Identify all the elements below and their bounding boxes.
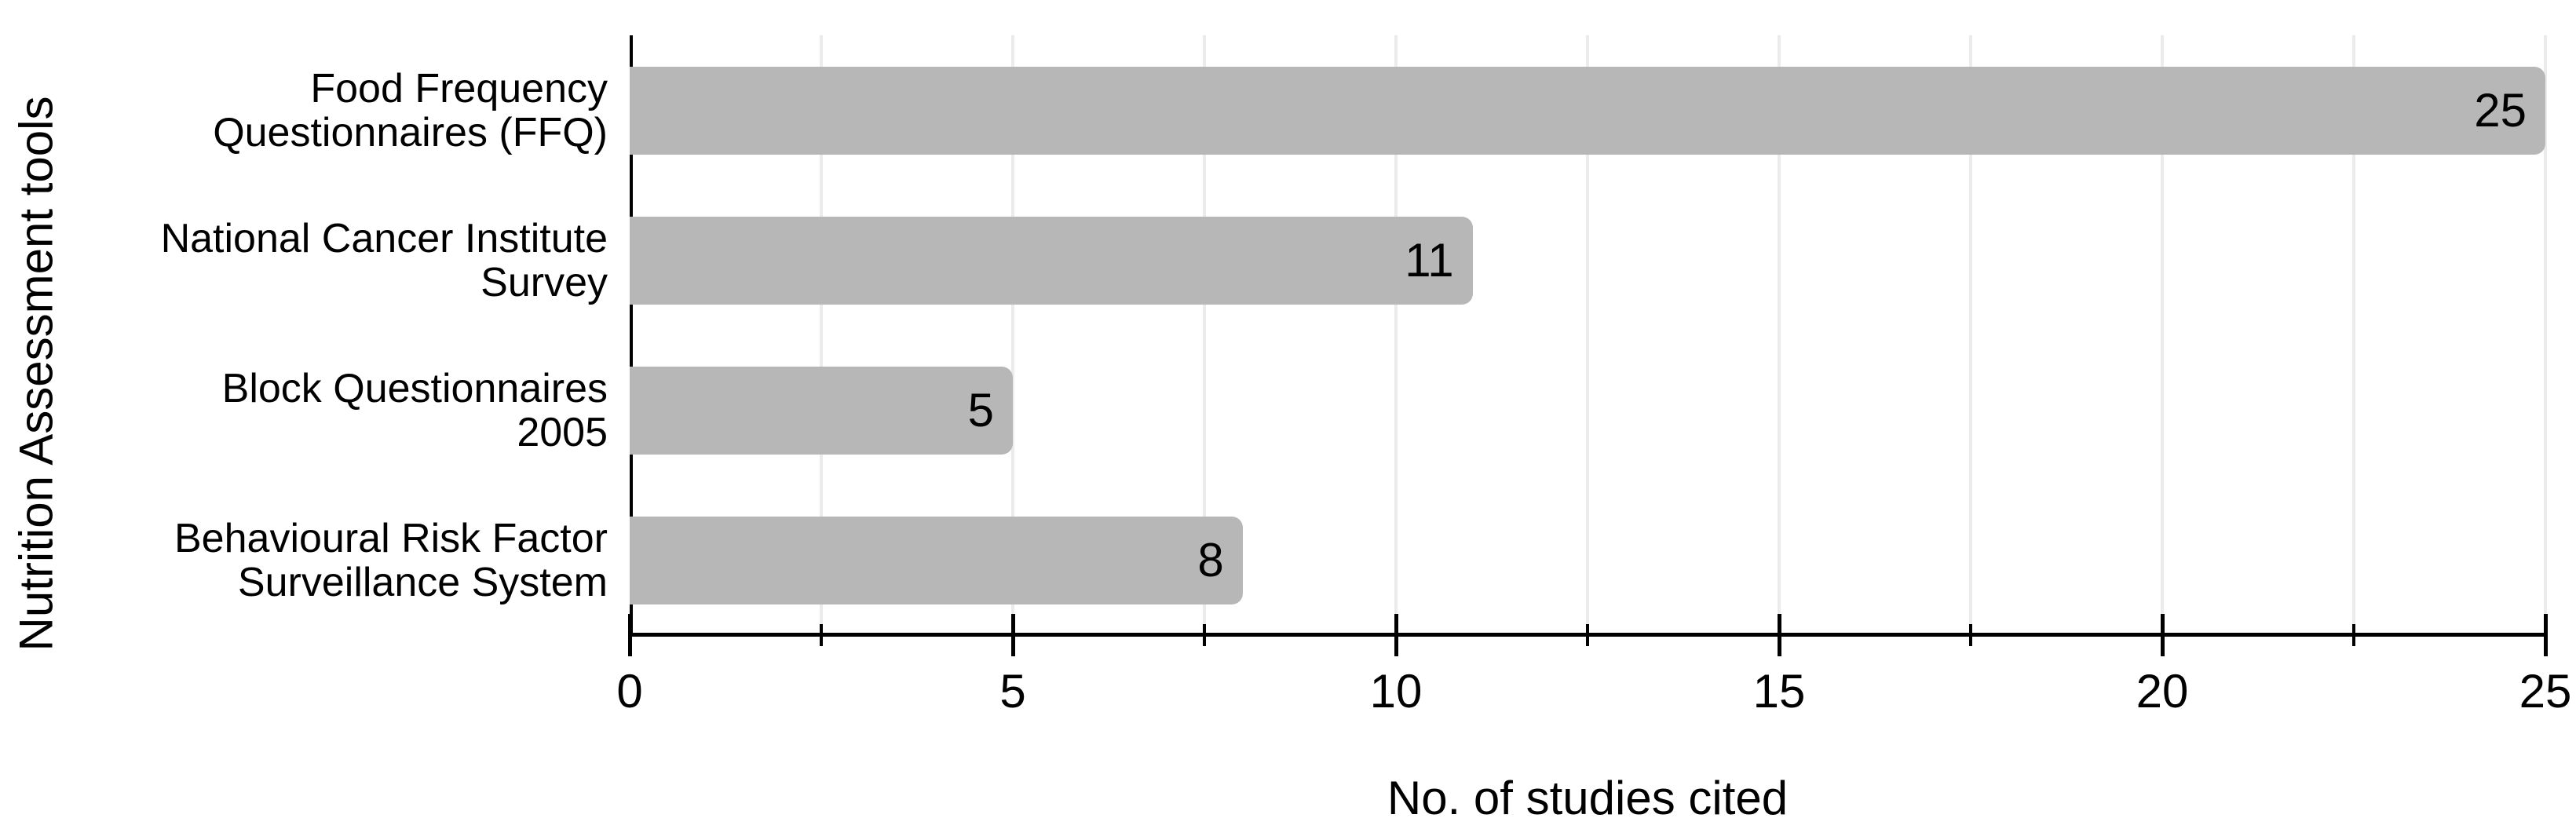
x-axis-major-tick <box>2161 614 2165 656</box>
x-tick-label: 25 <box>2519 665 2572 718</box>
x-axis-major-tick <box>628 614 632 656</box>
x-tick-label: 0 <box>616 665 643 718</box>
gridline <box>1203 35 1206 636</box>
category-label: Block Questionnaires 2005 <box>221 366 608 456</box>
bar: 5 <box>630 367 1013 455</box>
bar-value-label: 5 <box>967 384 994 437</box>
x-axis-major-tick <box>1778 614 1781 656</box>
gridline <box>2352 35 2355 636</box>
category-label: National Cancer Institute Survey <box>160 215 608 305</box>
x-axis-minor-tick <box>1969 624 1972 646</box>
x-tick-label: 10 <box>1369 665 1423 718</box>
gridline <box>1394 35 1398 636</box>
gridline <box>1969 35 1972 636</box>
bar-value-label: 25 <box>2474 83 2527 137</box>
x-axis-minor-tick <box>820 624 823 646</box>
gridline <box>2161 35 2164 636</box>
bar: 8 <box>630 517 1243 605</box>
x-axis-major-tick <box>2544 614 2548 656</box>
x-axis-major-tick <box>1394 614 1398 656</box>
x-axis-major-tick <box>1011 614 1015 656</box>
bar-value-label: 11 <box>1405 233 1454 287</box>
gridline <box>1011 35 1014 636</box>
gridline <box>2544 35 2547 636</box>
gridline <box>820 35 823 636</box>
gridline <box>1778 35 1781 636</box>
category-label: Food Frequency Questionnaires (FFQ) <box>213 65 608 155</box>
y-axis-title: Nutrition Assessment tools <box>9 96 63 652</box>
x-axis-minor-tick <box>1203 624 1206 646</box>
x-axis-title: No. of studies cited <box>1387 772 1789 824</box>
x-tick-label: 15 <box>1752 665 1806 718</box>
category-label: Behavioural Risk Factor Surveillance Sys… <box>174 516 608 606</box>
gridline <box>1586 35 1589 636</box>
x-axis-minor-tick <box>1586 624 1589 646</box>
bar: 11 <box>630 216 1473 305</box>
x-tick-label: 20 <box>2136 665 2189 718</box>
x-tick-label: 5 <box>999 665 1026 718</box>
bar-value-label: 8 <box>1197 534 1224 587</box>
plot-area: 25 11 5 8 <box>628 35 2548 656</box>
bar: 25 <box>630 66 2545 155</box>
x-axis-minor-tick <box>2352 624 2355 646</box>
y-axis-line <box>630 35 633 636</box>
